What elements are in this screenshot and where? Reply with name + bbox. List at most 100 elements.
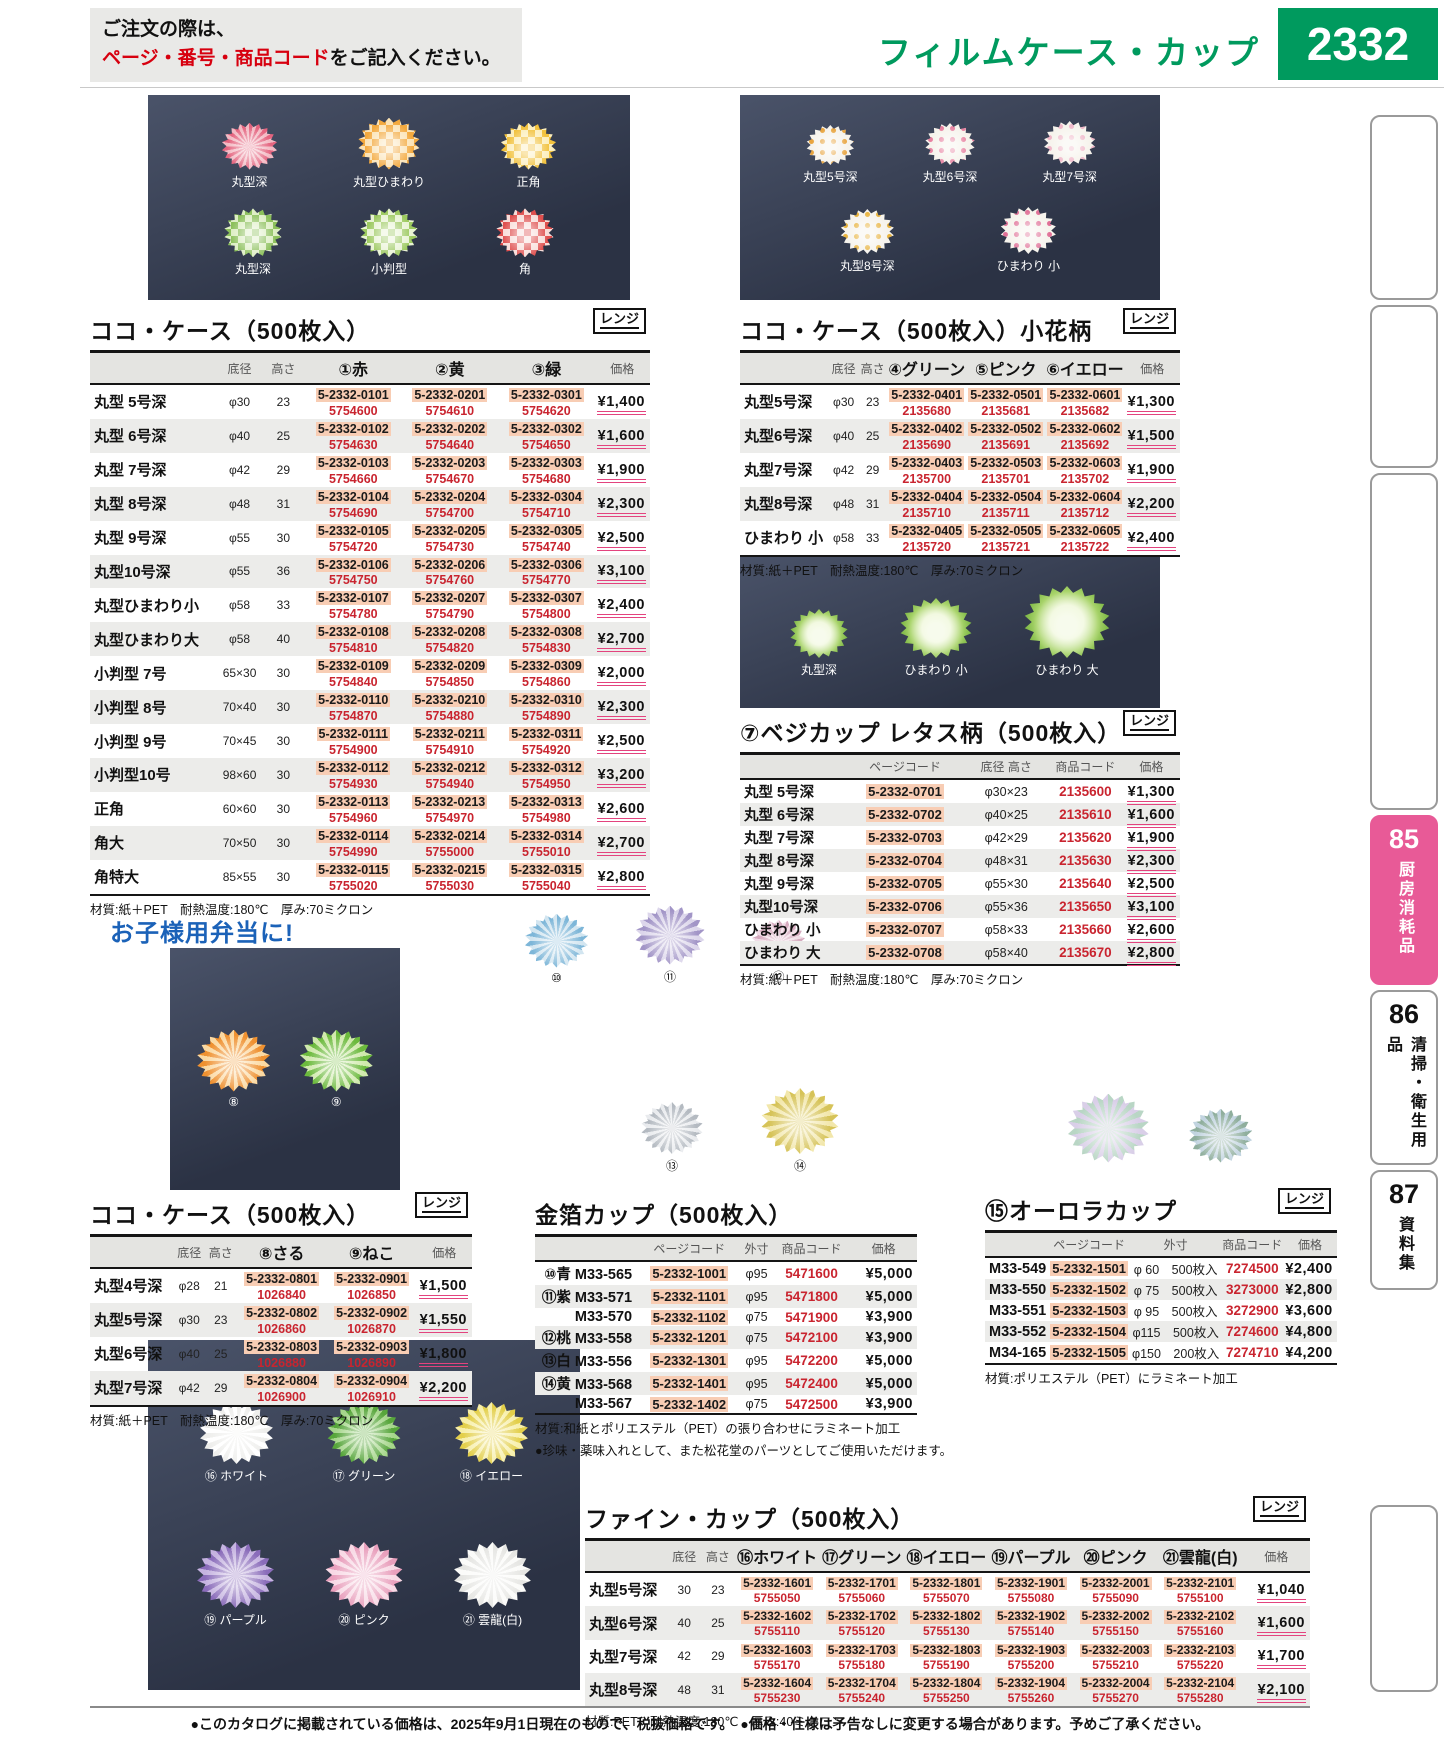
code-cell: 5-2332-0214 5755000 [402, 826, 499, 860]
item-code: 5755030 [425, 878, 475, 893]
page-code: 5-2332-0904 [334, 1373, 410, 1388]
item-code: 5754930 [328, 776, 378, 791]
item-code: 5754750 [328, 573, 378, 588]
item-code: 5754950 [522, 776, 571, 791]
item-name: 丸型 9号深 [744, 877, 815, 893]
code-cell: 5-2332-0207 5754790 [402, 588, 499, 622]
code-cell: 5-2332-1701 5755060 [819, 1572, 904, 1606]
t4-table: 底径 高さ ⑧さる ⑨ねこ 価格 丸型4号深 φ28 21 5-2332-0801 1026840… [90, 1234, 472, 1407]
photo-coco-case: 丸型深 丸型ひまわり 正角 丸型深 小判型角 [148, 95, 630, 300]
code-cell: 5-2332-0313 5754980 [498, 792, 595, 826]
item-size: 31 [711, 1682, 725, 1697]
page-code: 5-2332-0103 [315, 455, 391, 470]
cup-icon [197, 1542, 274, 1608]
table-row: ⑩青 M33-565 5-2332-1001 φ95 5471600 ¥5,000 [535, 1261, 917, 1285]
price: ¥2,200 [1126, 495, 1176, 517]
table-note: 材質:和紙とポリエステル（PET）の張り合わせにラミネート加工 [535, 1422, 901, 1436]
table-row: 丸型7号深 φ42 29 5-2332-0804 1026900 5-2332-0904 1… [90, 1370, 472, 1406]
item-name: M33-551 [989, 1302, 1047, 1319]
page-code: 5-2332-0213 [412, 794, 488, 809]
page-code: 5-2332-0902 [334, 1305, 410, 1320]
item-code: 5754830 [522, 641, 571, 656]
page-code-cell: 5-2332-1505 [1048, 1342, 1130, 1364]
page-code: 5-2332-0702 [866, 807, 944, 822]
cup-label: 角 [518, 262, 531, 277]
table-title: ⑦ベジカップ レタス柄（500枚入） [740, 720, 1122, 746]
code-cell: 5-2332-0503 2135701 [966, 453, 1045, 487]
price-cell: ¥1,800 [417, 1337, 472, 1371]
color-column-header: ⑥イエロー [1045, 350, 1125, 385]
cup-label: 丸型深 [234, 262, 271, 277]
item-size: φ58×40 [984, 945, 1028, 960]
item-code: 5754900 [328, 742, 378, 757]
item-name: ひまわり 小 [744, 530, 824, 548]
price: ¥3,100 [1126, 898, 1176, 920]
item-name: M34-165 [989, 1344, 1047, 1361]
color-column-header: ④グリーン [887, 350, 967, 385]
code-cell: 5-2332-1702 5755120 [819, 1606, 904, 1639]
page-code: 5-2332-2003 [1079, 1642, 1152, 1658]
cup-row: 丸型8号深 ひまわり 小 [742, 207, 1158, 274]
item-name: 丸型6号深 [589, 1615, 658, 1633]
item-code: 5755090 [1092, 1590, 1139, 1605]
item-code: 2135691 [981, 437, 1031, 452]
code-cell: 5-2332-0105 5754720 [305, 521, 402, 555]
item-size: φ58 [228, 598, 251, 613]
item-name: 丸型 8号深 [744, 854, 815, 870]
page-code: 5-2332-1201 [650, 1330, 729, 1345]
item-code: 5754640 [425, 437, 475, 452]
page-code: 5-2332-0303 [508, 455, 584, 470]
price: ¥1,600 [1126, 806, 1176, 828]
size-header: 底径 [173, 1234, 205, 1269]
item-size: 23 [276, 394, 291, 409]
size-header: 底径 [829, 350, 859, 385]
list-header: 商品コード [772, 1234, 851, 1262]
code-cell: 5-2332-0308 5754830 [498, 622, 595, 656]
table-row: 角特大 85×55 30 5-2332-0115 5755020 5-2332-0215 5… [90, 860, 650, 895]
item-size: 40 [276, 632, 291, 647]
item-code: 5754710 [522, 505, 571, 520]
code-cell: 5-2332-0314 5755010 [498, 826, 595, 860]
item-size: φ58 [228, 632, 251, 647]
cup-photo-item [1189, 1108, 1253, 1163]
cup-icon [641, 1102, 703, 1154]
page-code: 5-2332-0605 [1047, 523, 1123, 538]
page-code: 5-2332-0504 [968, 489, 1044, 504]
table-title: ココ・ケース（500枚入）小花柄 [740, 318, 1093, 344]
price-cell: ¥5,000 [850, 1372, 917, 1395]
cup-number: ⑫ [772, 969, 785, 984]
page-code: 5-2332-1505 [1050, 1345, 1128, 1360]
table-row: ⑬白 M33-556 5-2332-1301 φ95 5472200 ¥5,000 [535, 1349, 917, 1372]
page-code: 5-2332-0201 [412, 388, 488, 402]
code-cell: 5-2332-1704 5755240 [819, 1673, 904, 1707]
item-name: 丸型 6号深 [94, 428, 167, 446]
item-code: 1026890 [347, 1355, 396, 1370]
price: ¥5,000 [865, 1352, 913, 1369]
price: ¥2,800 [1126, 944, 1176, 966]
page-code: 5-2332-1701 [825, 1576, 898, 1591]
price: ¥2,600 [596, 800, 646, 822]
item-size: 70×45 [222, 734, 257, 749]
section-coco-case-kobana: ココ・ケース（500枚入）小花柄 レンジ 底径 高さ ④グリーン ⑤ピンク ⑥イエロー価… [740, 308, 1180, 579]
page-code: 5-2332-0706 [866, 899, 944, 914]
page-code-cell: 5-2332-0704 [846, 849, 965, 872]
item-name: ⑪紫 M33-571 [541, 1290, 633, 1306]
item-code: 1026860 [257, 1321, 306, 1336]
item-size: 21 [214, 1278, 228, 1293]
table-row: 丸型 5号深 φ30 23 5-2332-0101 5754600 5-2332-0201… [90, 384, 650, 419]
item-name: 丸型ひまわり大 [94, 631, 200, 649]
item-size: 30 [276, 666, 291, 681]
item-name: ⑫桃 M33-558 [541, 1331, 633, 1347]
code-cell: 5-2332-2102 5755160 [1158, 1606, 1243, 1639]
item-size: 31 [276, 496, 291, 511]
order-note-red: ページ・番号・商品コード [102, 47, 330, 69]
item-code: 2135711 [981, 505, 1030, 520]
item-code: 5754650 [522, 437, 571, 452]
page-code: 5-2332-0312 [508, 760, 584, 775]
cup-icon [761, 1088, 839, 1154]
item-size: φ40 [178, 1346, 200, 1361]
item-code: 2135712 [1060, 505, 1110, 520]
item-code: 2135682 [1060, 403, 1110, 418]
price-cell: ¥2,300 [595, 690, 650, 724]
tab-label: 清掃・衛生用品 [1384, 1035, 1425, 1150]
